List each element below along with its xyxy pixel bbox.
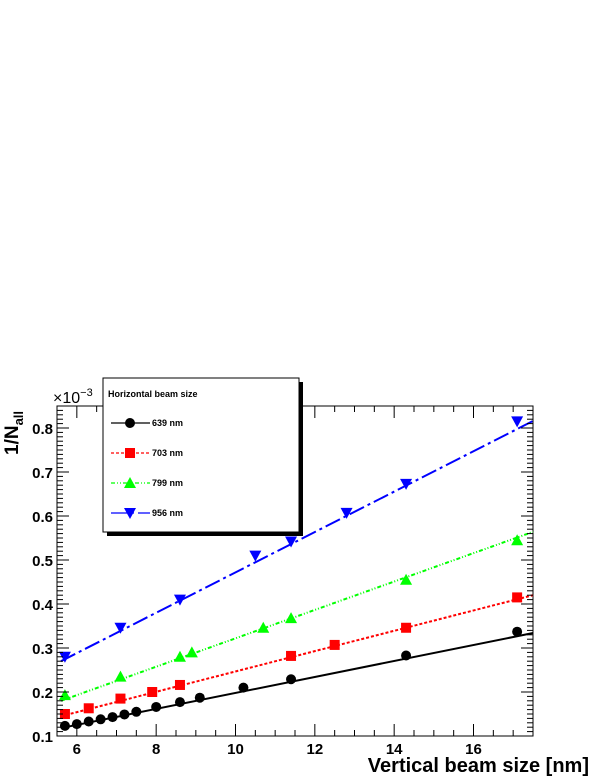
y-tick-label: 0.5 bbox=[32, 553, 53, 570]
legend-marker-series-3 bbox=[124, 477, 136, 488]
data-point-series-4 bbox=[511, 416, 524, 428]
y-tick-label: 0.1 bbox=[32, 729, 53, 746]
data-point-series-1 bbox=[174, 697, 185, 708]
x-tick-label: 14 bbox=[386, 741, 403, 758]
fit-line-series-4 bbox=[60, 420, 534, 663]
y-axis-exponent: ×10−3 bbox=[53, 387, 93, 407]
x-tick-label: 10 bbox=[227, 741, 244, 758]
data-point-series-1 bbox=[286, 674, 297, 685]
data-point-series-3 bbox=[400, 573, 413, 585]
data-point-series-2 bbox=[147, 687, 158, 697]
y-axis-exponent-power: −3 bbox=[80, 387, 93, 399]
y-tick-label: 0.4 bbox=[32, 597, 54, 614]
y-tick-label: 0.3 bbox=[32, 641, 53, 658]
legend-label-series-4: 956 nm bbox=[152, 508, 183, 518]
data-point-series-3 bbox=[58, 689, 71, 701]
fit-line-series-2 bbox=[60, 594, 534, 718]
legend-label-series-1: 639 nm bbox=[152, 418, 183, 428]
data-point-series-3 bbox=[173, 650, 186, 662]
data-point-series-2 bbox=[59, 709, 70, 719]
y-axis-title-subscript: all bbox=[11, 411, 26, 425]
legend-marker-series-2 bbox=[125, 448, 135, 458]
data-point-series-4 bbox=[173, 594, 186, 606]
x-tick-label: 6 bbox=[73, 741, 81, 758]
data-point-series-3 bbox=[285, 612, 298, 624]
data-point-series-2 bbox=[329, 639, 340, 650]
data-point-series-1 bbox=[59, 720, 70, 731]
x-tick-label: 8 bbox=[152, 741, 160, 758]
y-axis-title: 1/Nall bbox=[2, 411, 26, 455]
data-point-series-3 bbox=[114, 670, 127, 682]
data-point-series-1 bbox=[131, 706, 142, 717]
data-point-series-1 bbox=[512, 626, 523, 637]
legend-marker-series-4 bbox=[124, 508, 136, 519]
data-point-series-4 bbox=[285, 536, 298, 548]
axis-ticks: 6 8 10 12 14 16 0.1 0.2 0.3 0.4 0.5 0.6 0.7 0.8 bbox=[32, 405, 534, 758]
legend-title: Horizontal beam size bbox=[108, 389, 198, 399]
data-point-series-3 bbox=[257, 621, 270, 633]
data-point-series-2 bbox=[512, 592, 523, 603]
y-axis-title-main: 1/N bbox=[2, 425, 23, 455]
data-point-series-1 bbox=[194, 692, 205, 703]
data-point-series-2 bbox=[83, 703, 94, 714]
data-point-series-4 bbox=[400, 478, 413, 490]
data-point-series-3 bbox=[185, 646, 198, 658]
data-point-series-1 bbox=[83, 716, 94, 727]
data-point-series-4 bbox=[249, 550, 262, 562]
legend-label-series-3: 799 nm bbox=[152, 478, 183, 488]
data-point-series-3 bbox=[511, 534, 524, 546]
data-point-series-1 bbox=[107, 712, 118, 723]
legend-label-series-2: 703 nm bbox=[152, 448, 183, 458]
data-point-series-4 bbox=[114, 622, 127, 634]
y-tick-label: 0.7 bbox=[32, 465, 53, 482]
x-axis-title: Vertical beam size [nm] bbox=[368, 755, 589, 776]
data-point-series-2 bbox=[115, 693, 126, 704]
y-tick-label: 0.6 bbox=[32, 509, 53, 526]
data-point-series-1 bbox=[238, 682, 249, 693]
y-tick-label: 0.2 bbox=[32, 685, 53, 702]
x-tick-label: 16 bbox=[465, 741, 482, 758]
legend: Horizontal beam size 639 nm 703 nm 799 nm 9… bbox=[102, 377, 303, 536]
data-point-series-1 bbox=[401, 650, 412, 661]
data-point-series-4 bbox=[340, 507, 353, 519]
data-point-series-2 bbox=[286, 650, 297, 661]
y-axis-exponent-base: ×10 bbox=[53, 390, 80, 407]
x-tick-label: 12 bbox=[306, 741, 323, 758]
data-markers bbox=[58, 416, 524, 731]
data-point-series-1 bbox=[151, 701, 162, 712]
y-tick-label: 0.8 bbox=[32, 421, 53, 438]
data-point-series-1 bbox=[119, 709, 130, 720]
legend-entries: 639 nm 703 nm 799 nm 956 nm bbox=[111, 418, 183, 519]
fit-line-series-3 bbox=[60, 530, 534, 702]
data-point-series-1 bbox=[95, 714, 106, 725]
data-point-series-2 bbox=[174, 679, 185, 690]
data-point-series-2 bbox=[401, 622, 412, 633]
data-point-series-4 bbox=[58, 651, 71, 663]
legend-marker-series-1 bbox=[125, 418, 135, 428]
